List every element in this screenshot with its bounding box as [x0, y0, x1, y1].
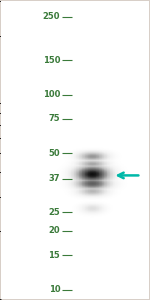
- Text: 150: 150: [43, 56, 60, 64]
- Bar: [75, 2, 110, 298]
- Text: 15: 15: [49, 251, 60, 260]
- Text: 50: 50: [49, 149, 60, 158]
- Text: 20: 20: [49, 226, 60, 236]
- Text: 37: 37: [49, 174, 60, 183]
- Text: 75: 75: [49, 114, 60, 123]
- Text: 10: 10: [49, 285, 60, 294]
- Text: 25: 25: [49, 208, 60, 217]
- Text: 250: 250: [43, 12, 60, 21]
- Text: 100: 100: [43, 90, 60, 99]
